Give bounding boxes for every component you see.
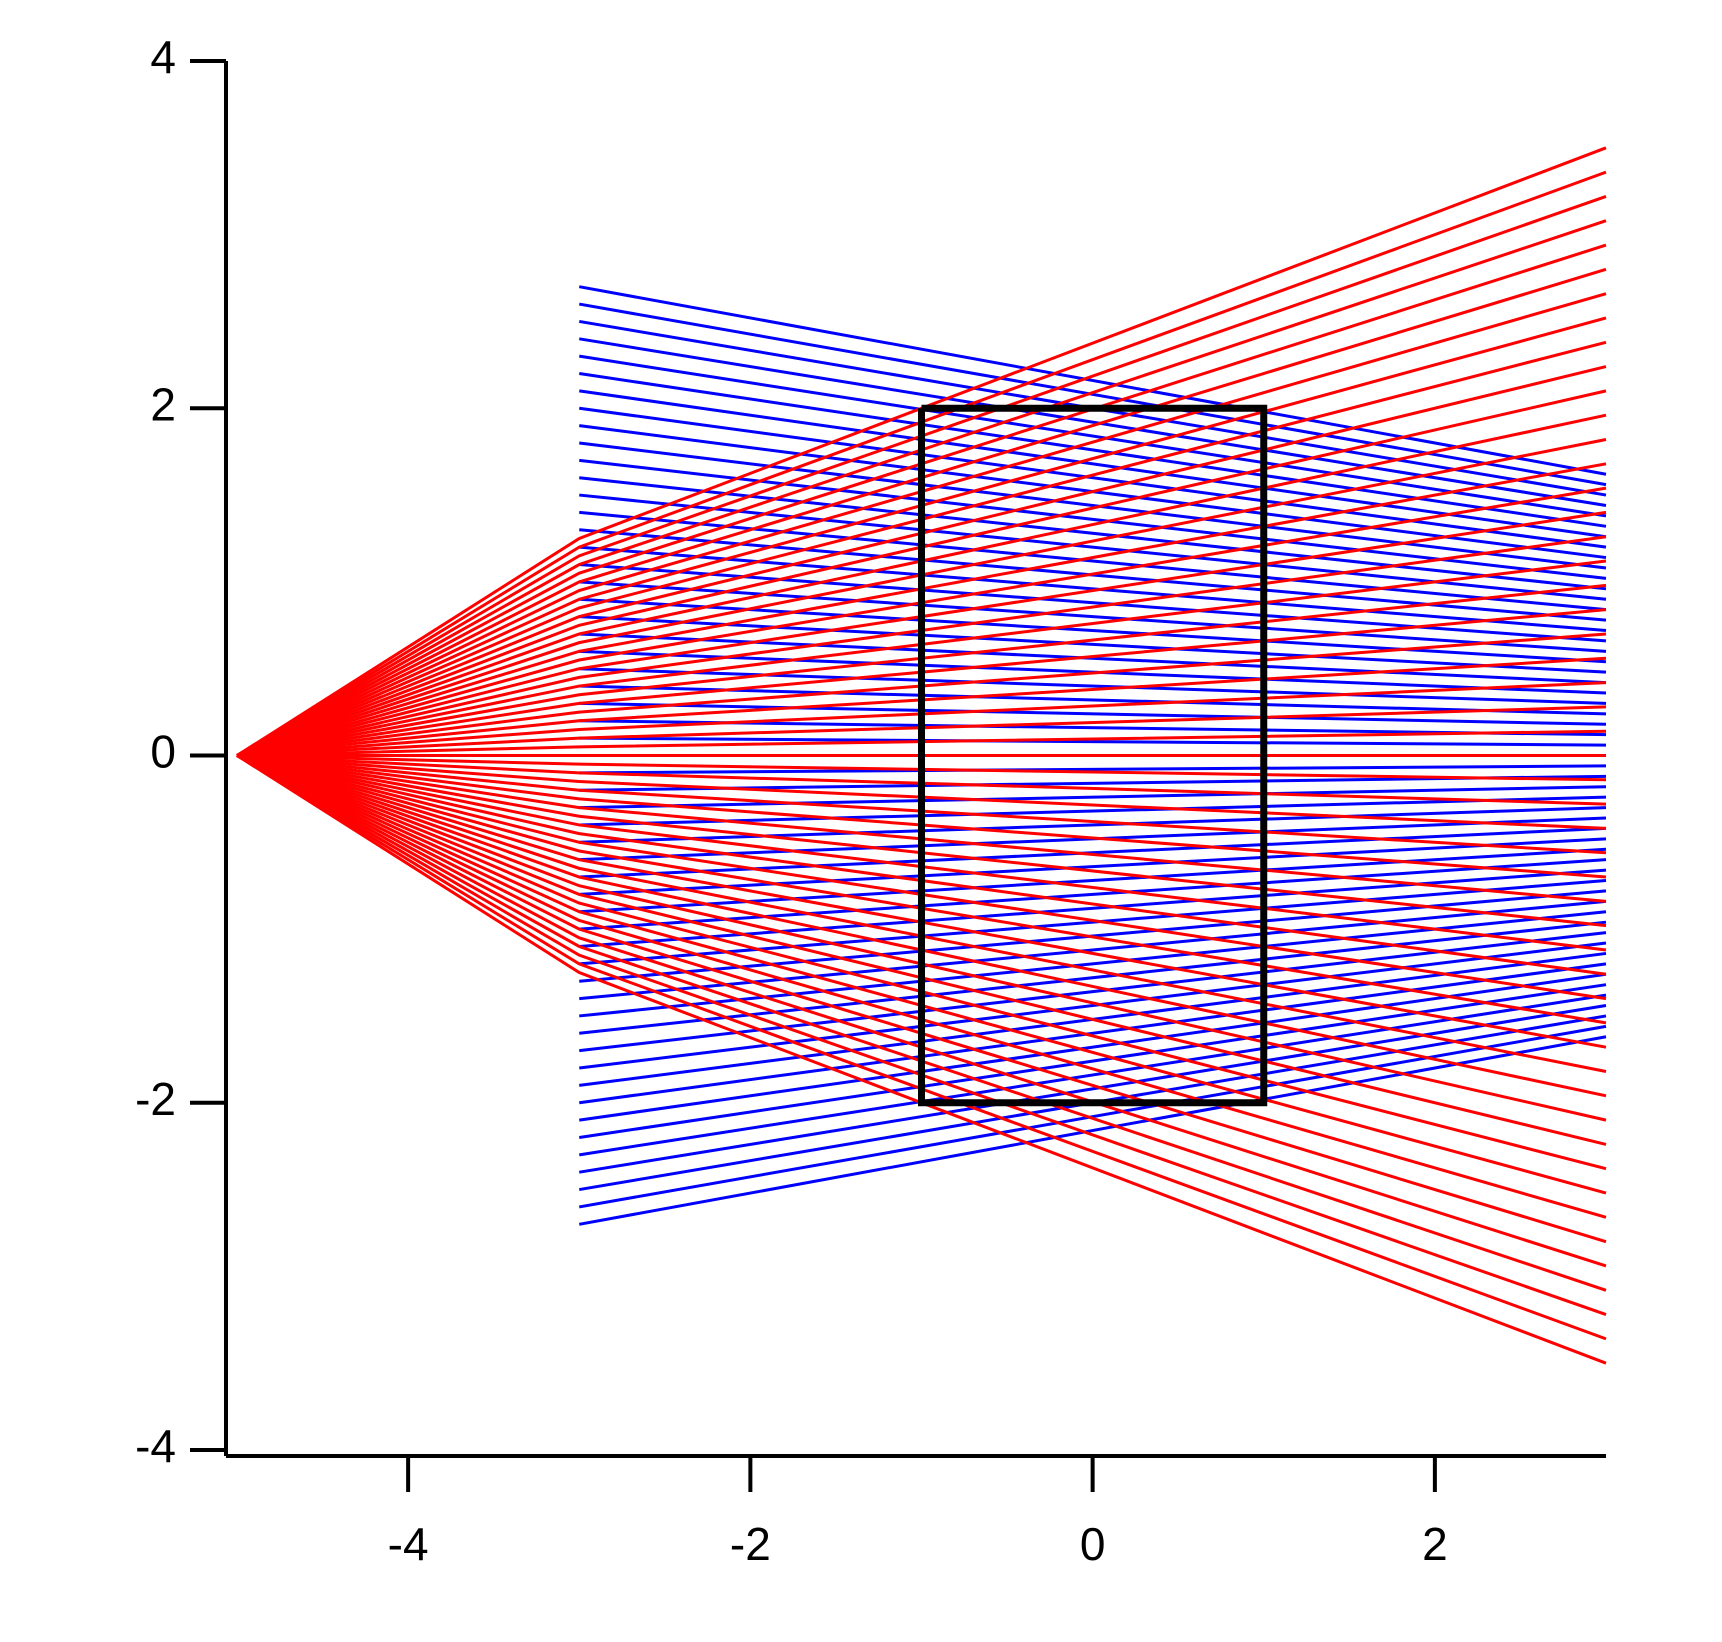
ray-line [579, 701, 1607, 726]
ray-line [579, 684, 1607, 716]
ray-line [579, 406, 1607, 549]
ray-line [236, 219, 1607, 757]
ray-line [236, 754, 1607, 1268]
ray-line [236, 754, 1607, 1365]
ray-line [579, 1004, 1607, 1174]
y-tick-label: -2 [135, 1073, 176, 1125]
ray-line [579, 615, 1607, 674]
ray-line [579, 868, 1607, 948]
ray-line [579, 983, 1607, 1139]
ray-line [579, 667, 1607, 705]
ray-line [579, 563, 1607, 643]
x-tick-label: 0 [1080, 1518, 1106, 1570]
ray-line [578, 285, 1607, 476]
ray-line [578, 1024, 1607, 1209]
ray-line [236, 754, 1607, 1219]
y-tick-label: -4 [135, 1420, 176, 1472]
y-tick-label: 4 [150, 31, 176, 83]
ray-line [579, 580, 1607, 653]
x-tick-label: -4 [388, 1518, 429, 1570]
x-tick-label: -2 [730, 1518, 771, 1570]
ray-line [236, 292, 1607, 757]
ray-line [579, 736, 1607, 747]
ray-line [579, 354, 1607, 518]
ray-line [579, 337, 1607, 507]
ray-line [236, 754, 1607, 1244]
ray-line [579, 806, 1607, 844]
ray-line [236, 754, 1607, 1292]
ray-line [236, 170, 1607, 757]
ray-line [579, 837, 1607, 896]
ray-line [236, 243, 1607, 757]
ray-line [579, 795, 1607, 827]
rectangle-outline [918, 404, 1268, 1107]
ray-line [236, 754, 1607, 1316]
ray-line [578, 1035, 1607, 1226]
ray-line [579, 785, 1607, 810]
ray-line [579, 372, 1607, 528]
ray-line [579, 920, 1607, 1035]
ray-line [579, 441, 1607, 570]
ray-line [579, 545, 1607, 632]
ray-line [578, 302, 1607, 487]
ray-line [236, 267, 1607, 757]
ray-line [579, 941, 1607, 1070]
ray-line [236, 146, 1607, 757]
ray-line [236, 195, 1607, 757]
ray-line [579, 476, 1607, 591]
ray-line [579, 962, 1607, 1105]
ray-line [579, 972, 1607, 1122]
y-tick-label: 0 [150, 726, 176, 778]
x-tick-label: 2 [1422, 1518, 1448, 1570]
ray-line [236, 754, 1607, 1341]
ray-line [579, 858, 1607, 931]
ray-line [579, 764, 1607, 775]
ray-line [579, 993, 1607, 1157]
ray-line [579, 879, 1607, 966]
y-tick-label: 2 [150, 378, 176, 430]
ray-line [579, 389, 1607, 539]
